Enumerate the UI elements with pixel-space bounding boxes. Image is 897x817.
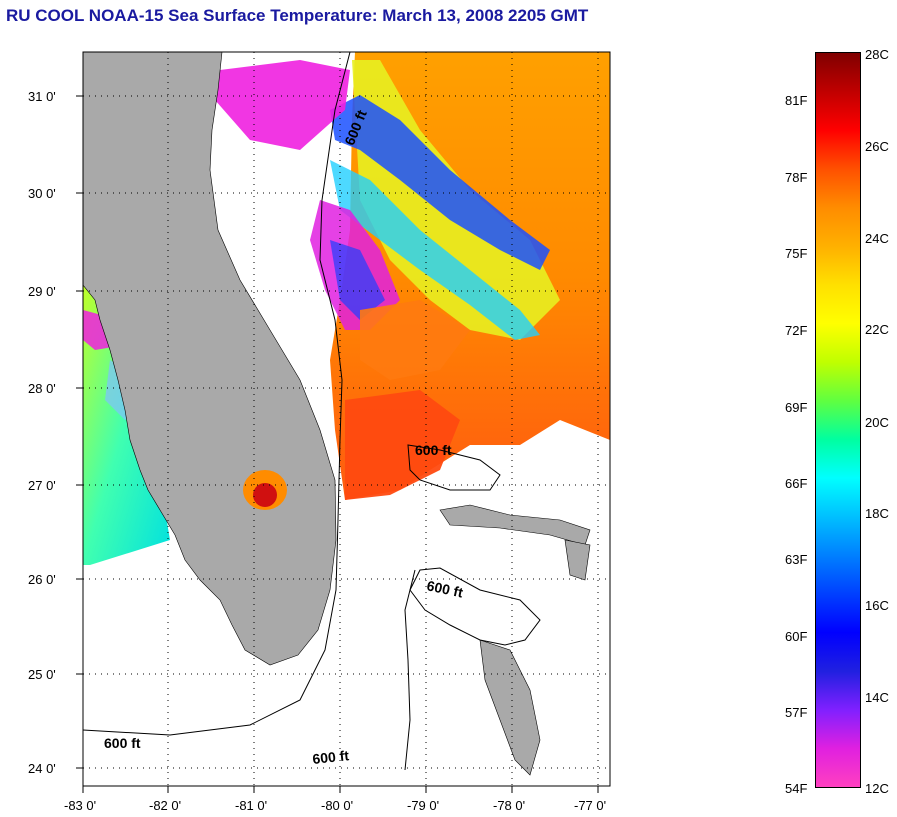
shelf-water-magenta xyxy=(215,60,350,150)
colorbar-c-18: 18C xyxy=(865,506,889,521)
lat-label-26: 26 0' xyxy=(28,572,56,587)
graticule xyxy=(83,52,610,786)
colorbar-f-63: 63F xyxy=(785,552,808,567)
warm-core-red xyxy=(345,390,460,500)
colorbar-c-22: 22C xyxy=(865,322,889,337)
cold-filament-blue xyxy=(330,95,550,270)
colorbar-c-12: 12C xyxy=(865,781,889,796)
lon-label-80: -80 0' xyxy=(321,798,353,813)
contour-label-southwest: 600 ft xyxy=(104,735,141,751)
temperature-colorbar xyxy=(815,52,861,788)
lat-label-25: 25 0' xyxy=(28,667,56,682)
florida-land xyxy=(83,52,337,666)
lon-label-79: -79 0' xyxy=(407,798,439,813)
colorbar-c-26: 26C xyxy=(865,139,889,154)
lat-label-27: 27 0' xyxy=(28,478,56,493)
colorbar-f-75: 75F xyxy=(785,246,808,261)
colorbar-f-69: 69F xyxy=(785,400,808,415)
colorbar-f-72: 72F xyxy=(785,323,808,338)
sst-map: 31 0' 30 0' 29 0' 28 0' 27 0' 26 0' 25 0… xyxy=(28,51,611,813)
bahamas-land xyxy=(439,504,591,546)
contour-label-bahama-bank: 600 ft xyxy=(415,442,452,458)
contour-600ft-little-bahama xyxy=(407,444,501,491)
colorbar-f-66: 66F xyxy=(785,476,808,491)
colorbar-f-57: 57F xyxy=(785,705,808,720)
map-title: RU COOL NOAA-15 Sea Surface Temperature:… xyxy=(6,6,589,25)
cold-filament-cyan xyxy=(330,160,540,340)
colorbar-c-14: 14C xyxy=(865,690,889,705)
colorbar-f-81: 81F xyxy=(785,93,808,108)
colorbar-f-54: 54F xyxy=(785,781,808,796)
colorbar-c-28: 28C xyxy=(865,47,889,62)
lon-label-78: -78 0' xyxy=(493,798,525,813)
lat-label-30: 30 0' xyxy=(28,186,56,201)
colorbar-f-60: 60F xyxy=(785,629,808,644)
colorbar-f-78: 78F xyxy=(785,170,808,185)
contour-label-providence: 600 ft xyxy=(425,577,464,600)
lon-label-82: -82 0' xyxy=(149,798,181,813)
map-frame xyxy=(82,51,611,787)
lat-label-29: 29 0' xyxy=(28,284,56,299)
contour-600ft-east-florida xyxy=(83,52,351,736)
contour-600ft-great-bahama xyxy=(409,567,541,646)
lat-label-31: 31 0' xyxy=(28,89,56,104)
contour-label-south: 600 ft xyxy=(312,747,350,767)
colorbar-c-20: 20C xyxy=(865,415,889,430)
colorbar-c-24: 24C xyxy=(865,231,889,246)
lon-label-83: -83 0' xyxy=(64,798,96,813)
lon-label-77: -77 0' xyxy=(574,798,606,813)
lat-label-24: 24 0' xyxy=(28,761,56,776)
lon-label-81: -81 0' xyxy=(235,798,267,813)
lat-label-28: 28 0' xyxy=(28,381,56,396)
colorbar-c-16: 16C xyxy=(865,598,889,613)
